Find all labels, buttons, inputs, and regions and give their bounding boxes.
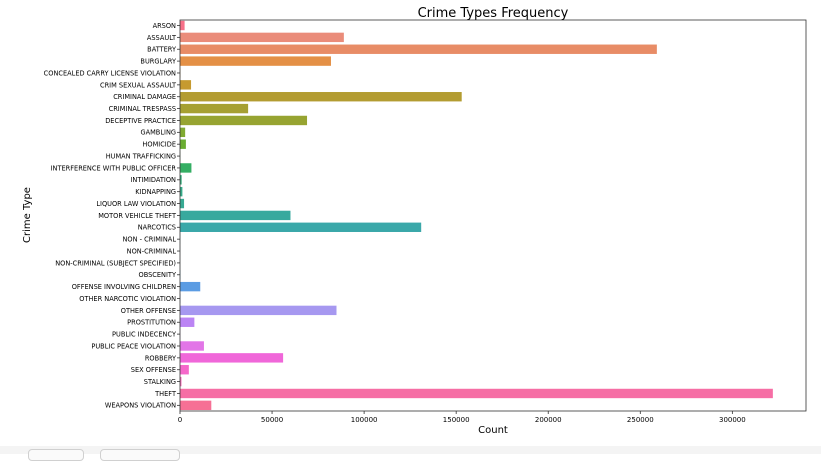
y-axis-label: Crime Type — [22, 187, 33, 243]
bar-criminal-damage — [180, 92, 462, 101]
bar-battery — [180, 45, 657, 54]
x-tick-label: 150000 — [443, 416, 470, 424]
y-tick-label: ASSAULT — [147, 34, 177, 42]
bar-sex-offense — [180, 365, 189, 374]
y-tick-label: DECEPTIVE PRACTICE — [105, 117, 176, 125]
bar-assault — [180, 33, 344, 42]
y-tick-label: WEAPONS VIOLATION — [105, 402, 176, 410]
y-tick-label: OTHER OFFENSE — [121, 307, 176, 315]
bar-burglary — [180, 56, 331, 65]
x-tick-label: 300000 — [719, 416, 746, 424]
y-tick-label: INTIMIDATION — [130, 176, 176, 184]
y-tick-label: NON-CRIMINAL (SUBJECT SPECIFIED) — [55, 259, 176, 267]
y-tick-label: MOTOR VEHICLE THEFT — [98, 212, 177, 220]
y-tick-label: LIQUOR LAW VIOLATION — [96, 200, 176, 208]
y-tick-label: NON-CRIMINAL — [127, 247, 177, 255]
y-tick-label: SEX OFFENSE — [131, 366, 176, 374]
y-tick-label: PUBLIC PEACE VIOLATION — [91, 342, 176, 350]
bar-robbery — [180, 353, 283, 362]
bar-interference-with-public-officer — [180, 163, 191, 172]
bar-gambling — [180, 128, 185, 137]
bar-crim-sexual-assault — [180, 80, 191, 89]
x-tick-label: 100000 — [351, 416, 378, 424]
y-tick-label: HUMAN TRAFFICKING — [106, 152, 176, 160]
y-tick-label: NON - CRIMINAL — [122, 236, 176, 244]
y-tick-labels: ARSON ASSAULT BATTERY BURGLARY CONCEALED CAR… — [44, 22, 180, 410]
bar-weapons-violation — [180, 401, 211, 410]
y-tick-label: CONCEALED CARRY LICENSE VIOLATION — [44, 69, 176, 77]
bar-deceptive-practice — [180, 116, 307, 125]
bottom-tab-1[interactable] — [28, 449, 84, 461]
bar-liquor-law-violation — [180, 199, 184, 208]
y-tick-label: BURGLARY — [140, 58, 177, 66]
y-tick-label: PROSTITUTION — [127, 319, 176, 327]
bar-public-peace-violation — [180, 341, 204, 350]
y-tick-label: CRIMINAL DAMAGE — [113, 93, 176, 101]
y-tick-label: ARSON — [153, 22, 176, 30]
y-tick-label: CRIM SEXUAL ASSAULT — [100, 81, 177, 89]
chart-title: Crime Types Frequency — [418, 6, 569, 21]
y-tick-label: STALKING — [144, 378, 176, 386]
y-tick-label: NARCOTICS — [138, 224, 176, 232]
y-tick-label: ROBBERY — [145, 354, 177, 362]
x-tick-label: 50000 — [261, 416, 283, 424]
bar-offense-involving-children — [180, 282, 200, 291]
y-tick-label: KIDNAPPING — [135, 188, 176, 196]
y-tick-label: BATTERY — [147, 46, 177, 54]
bar-narcotics — [180, 223, 421, 232]
bars-layer — [180, 21, 773, 410]
y-tick-label: HOMICIDE — [142, 141, 176, 149]
y-tick-label: INTERFERENCE WITH PUBLIC OFFICER — [51, 164, 177, 172]
y-tick-label: GAMBLING — [141, 129, 177, 137]
y-tick-label: OTHER NARCOTIC VIOLATION — [79, 295, 176, 303]
bar-arson — [180, 21, 185, 30]
x-tick-labels: 0 50000 100000 150000 200000 250000 300000 — [178, 411, 746, 424]
y-tick-label: THEFT — [154, 390, 177, 398]
x-tick-label: 200000 — [535, 416, 562, 424]
bar-prostitution — [180, 318, 194, 327]
x-axis-label: Count — [478, 425, 508, 436]
bottom-tab-2[interactable] — [100, 449, 180, 461]
y-tick-label: PUBLIC INDECENCY — [112, 331, 177, 339]
bar-theft — [180, 389, 773, 398]
y-tick-label: OFFENSE INVOLVING CHILDREN — [72, 283, 176, 291]
bar-criminal-trespass — [180, 104, 248, 113]
x-tick-label: 250000 — [627, 416, 654, 424]
bar-other-offense — [180, 306, 337, 315]
x-tick-label: 0 — [178, 416, 182, 424]
bar-motor-vehicle-theft — [180, 211, 290, 220]
y-tick-label: CRIMINAL TRESPASS — [109, 105, 176, 113]
y-tick-label: OBSCENITY — [139, 271, 177, 279]
bar-homicide — [180, 140, 186, 149]
